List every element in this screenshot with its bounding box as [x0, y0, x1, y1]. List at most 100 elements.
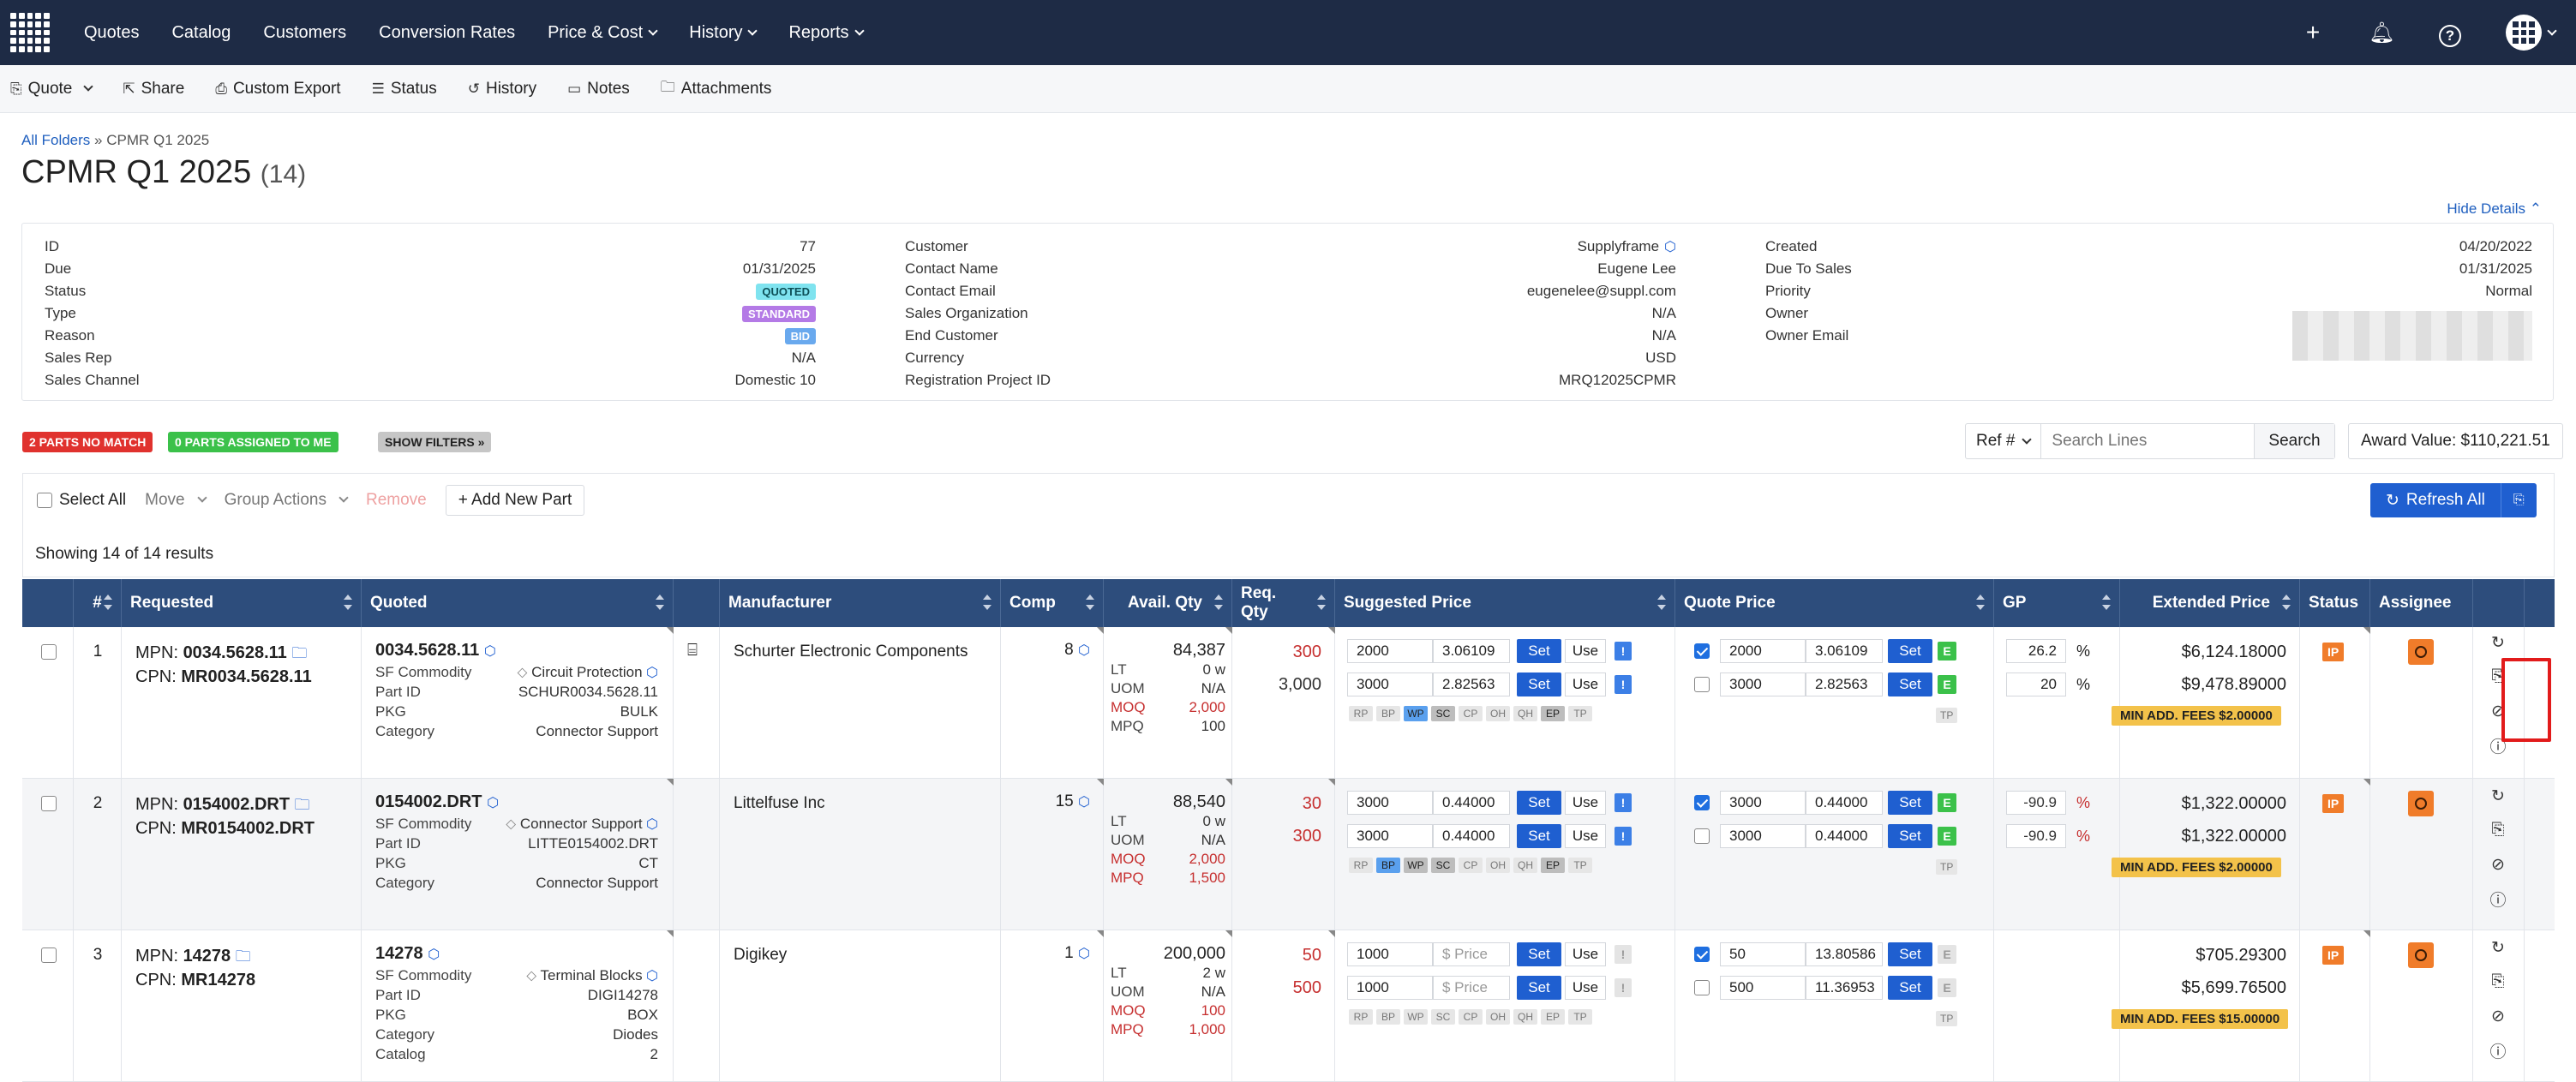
unlink-icon[interactable]: ⊘: [2491, 855, 2505, 874]
quote-price-input[interactable]: 0.44000: [1806, 824, 1883, 848]
cube-icon[interactable]: ⬡: [642, 665, 658, 680]
datasheet-icon[interactable]: ⌸: [687, 641, 698, 660]
nav-item-price-cost[interactable]: Price & Cost: [548, 23, 658, 43]
cube-icon[interactable]: ⬡: [487, 796, 500, 810]
price-tag[interactable]: WP: [1404, 858, 1428, 873]
cube-icon[interactable]: ⬡: [428, 947, 440, 962]
use-button[interactable]: Use: [1565, 942, 1606, 966]
sugg-qty-input[interactable]: 1000: [1347, 942, 1433, 966]
set-button[interactable]: Set: [1888, 976, 1932, 1000]
folder-icon[interactable]: 🗀: [291, 644, 308, 661]
unlink-icon[interactable]: ⊘: [2491, 702, 2505, 720]
refresh-all-button[interactable]: ↻ Refresh All: [2370, 483, 2501, 517]
nav-item-conversion-rates[interactable]: Conversion Rates: [379, 22, 516, 42]
column-header[interactable]: [22, 579, 74, 627]
price-tag[interactable]: RP: [1349, 858, 1373, 873]
set-button[interactable]: Set: [1888, 673, 1932, 696]
status-button[interactable]: ☰ Status: [371, 79, 437, 98]
price-tag[interactable]: CP: [1459, 858, 1483, 873]
info-icon[interactable]: ⓘ: [2489, 891, 2507, 910]
alert-icon[interactable]: !: [1614, 978, 1632, 997]
price-tag[interactable]: CP: [1459, 1009, 1483, 1025]
quote-checkbox[interactable]: [1694, 980, 1710, 995]
sugg-price-input[interactable]: 3.06109: [1433, 639, 1510, 663]
set-button[interactable]: Set: [1888, 942, 1932, 966]
notes-button[interactable]: ▭ Notes: [567, 79, 630, 98]
price-tag[interactable]: QH: [1513, 706, 1537, 721]
column-header[interactable]: Comp: [1001, 579, 1104, 627]
refresh-line-icon[interactable]: ↻: [2491, 938, 2505, 957]
quote-qty-input[interactable]: 2000: [1720, 639, 1806, 663]
quoted-mpn[interactable]: 0154002.DRT: [375, 792, 482, 811]
attachments-button[interactable]: 🗀 Attachments: [661, 76, 772, 101]
sugg-qty-input[interactable]: 1000: [1347, 976, 1433, 1000]
column-header[interactable]: Quoted: [362, 579, 674, 627]
sugg-qty-input[interactable]: 2000: [1347, 639, 1433, 663]
remove-button[interactable]: Remove: [365, 490, 427, 509]
column-header[interactable]: Assignee: [2370, 579, 2473, 627]
quote-price-input[interactable]: 0.44000: [1806, 791, 1883, 815]
share-button[interactable]: ⇱ Share: [123, 79, 185, 98]
column-header[interactable]: Suggested Price: [1335, 579, 1675, 627]
price-tag[interactable]: BP: [1376, 706, 1400, 721]
refresh-line-icon[interactable]: ↻: [2491, 786, 2505, 805]
price-tag[interactable]: WP: [1404, 706, 1428, 721]
price-tag[interactable]: TP: [1568, 1009, 1592, 1025]
info-icon[interactable]: ⓘ: [2489, 738, 2507, 756]
set-button[interactable]: Set: [1888, 791, 1932, 815]
refresh-options-button[interactable]: ⎘: [2500, 483, 2537, 517]
price-tag[interactable]: EP: [1541, 1009, 1565, 1025]
set-button[interactable]: Set: [1517, 791, 1561, 815]
quote-checkbox[interactable]: [1694, 947, 1710, 962]
document-refresh-icon[interactable]: ⎘: [2491, 972, 2505, 990]
set-button[interactable]: Set: [1888, 824, 1932, 848]
column-header[interactable]: [2473, 579, 2525, 627]
unlink-icon[interactable]: ⊘: [2491, 1007, 2505, 1025]
breadcrumb-all-folders[interactable]: All Folders: [21, 132, 91, 148]
assignee-icon[interactable]: [2408, 942, 2434, 968]
quoted-mpn[interactable]: 14278: [375, 944, 423, 963]
price-tag[interactable]: TP: [1568, 858, 1592, 873]
column-header[interactable]: [674, 579, 720, 627]
help-icon[interactable]: ?: [2437, 19, 2463, 47]
folder-icon[interactable]: 🗀: [294, 796, 310, 813]
price-tag[interactable]: OH: [1486, 706, 1510, 721]
quote-qty-input[interactable]: 50: [1720, 942, 1806, 966]
price-tag[interactable]: CP: [1459, 706, 1483, 721]
column-header[interactable]: #: [74, 579, 122, 627]
nav-item-reports[interactable]: Reports: [788, 23, 865, 43]
alert-icon[interactable]: !: [1614, 675, 1632, 694]
sugg-qty-input[interactable]: 3000: [1347, 673, 1433, 696]
row-checkbox[interactable]: [41, 644, 57, 660]
price-tag[interactable]: SC: [1431, 1009, 1455, 1025]
quote-qty-input[interactable]: 3000: [1720, 791, 1806, 815]
use-button[interactable]: Use: [1565, 824, 1606, 848]
price-tag[interactable]: EP: [1541, 858, 1565, 873]
user-menu[interactable]: [2506, 15, 2557, 51]
quote-price-input[interactable]: 3.06109: [1806, 639, 1883, 663]
use-button[interactable]: Use: [1565, 976, 1606, 1000]
use-button[interactable]: Use: [1565, 673, 1606, 696]
add-icon[interactable]: +: [2305, 19, 2321, 45]
gp-input[interactable]: -90.9: [2006, 824, 2066, 848]
gp-input[interactable]: 26.2: [2006, 639, 2066, 663]
document-refresh-icon[interactable]: ⎘: [2491, 821, 2505, 839]
sugg-price-input[interactable]: 2.82563: [1433, 673, 1510, 696]
quote-qty-input[interactable]: 500: [1720, 976, 1806, 1000]
set-button[interactable]: Set: [1517, 639, 1561, 663]
quote-qty-input[interactable]: 3000: [1720, 673, 1806, 696]
column-header[interactable]: Manufacturer: [720, 579, 1001, 627]
search-button[interactable]: Search: [2254, 424, 2334, 458]
refresh-line-icon[interactable]: ↻: [2491, 633, 2505, 652]
column-header[interactable]: Req. Qty: [1232, 579, 1335, 627]
assignee-icon[interactable]: [2408, 639, 2434, 665]
price-tag[interactable]: BP: [1376, 1009, 1400, 1025]
quote-price-input[interactable]: 11.36953: [1806, 976, 1883, 1000]
comp-count[interactable]: 8 ⬡: [1064, 641, 1090, 659]
show-filters-button[interactable]: SHOW FILTERS »: [378, 432, 492, 452]
move-button[interactable]: Move: [145, 491, 207, 510]
comp-count[interactable]: 15 ⬡: [1055, 792, 1090, 810]
gp-input[interactable]: -90.9: [2006, 791, 2066, 815]
document-refresh-icon[interactable]: ⎘: [2491, 667, 2505, 685]
price-tag[interactable]: RP: [1349, 1009, 1373, 1025]
